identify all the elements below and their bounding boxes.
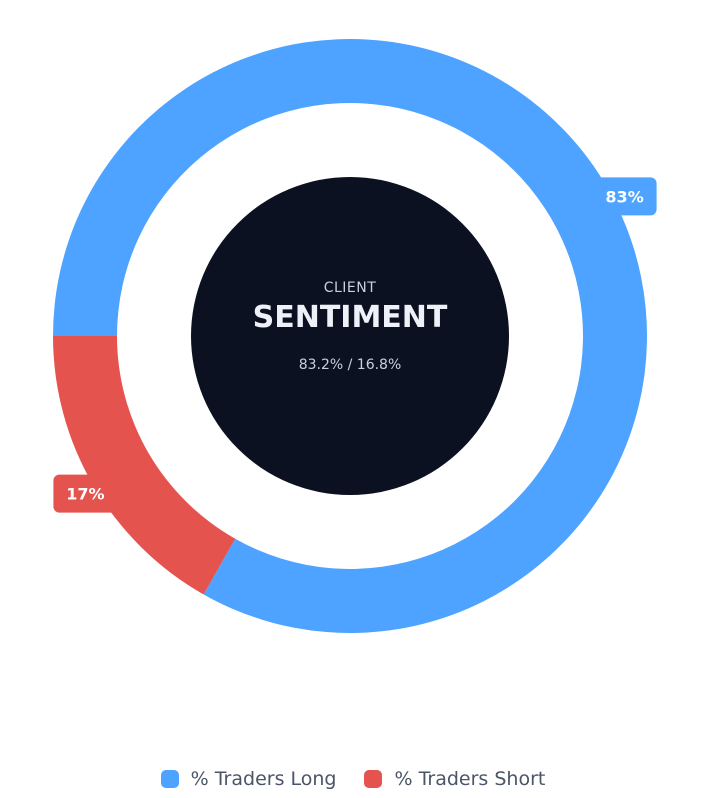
- legend-swatch-short: [364, 770, 382, 788]
- legend: % Traders Long % Traders Short: [0, 764, 706, 794]
- legend-label-short: % Traders Short: [394, 768, 545, 790]
- data-label-text-long: 83%: [605, 187, 643, 206]
- legend-swatch-long: [161, 770, 179, 788]
- data-label-text-short: 17%: [66, 485, 104, 504]
- center-disc: [191, 177, 509, 495]
- legend-item-short[interactable]: % Traders Short: [364, 768, 545, 790]
- legend-label-long: % Traders Long: [191, 768, 337, 790]
- legend-item-long[interactable]: % Traders Long: [161, 768, 337, 790]
- sentiment-chart: 83% 17% CLIENT SENTIMENT 83.2% / 16.8% % …: [0, 0, 706, 798]
- data-label-short: 17%: [53, 475, 117, 513]
- data-label-long: 83%: [593, 177, 657, 215]
- donut-chart: 83% 17%: [0, 0, 706, 760]
